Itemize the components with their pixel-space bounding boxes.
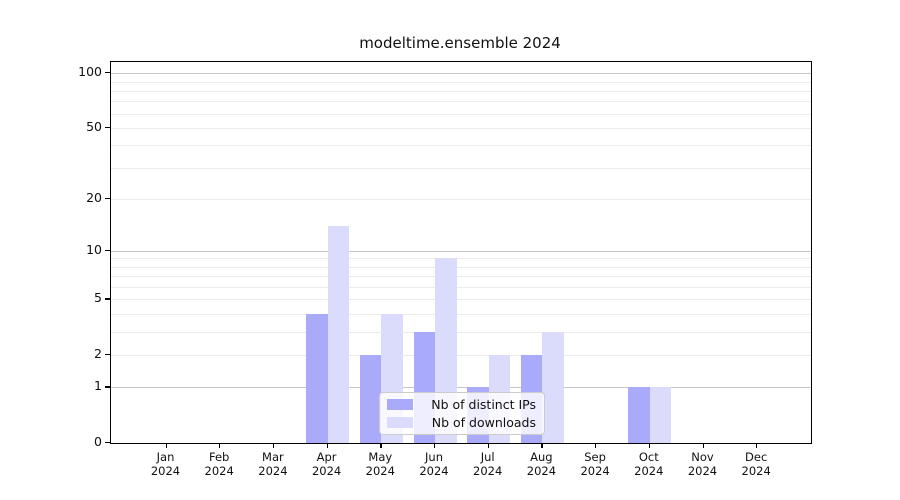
y-tick-label-100: 100 — [78, 64, 102, 80]
gridline-minor-70 — [111, 101, 811, 103]
x-tick-label-jan-2024: Jan 2024 — [150, 450, 181, 478]
legend-label-distinct-ips: Nb of distinct IPs — [431, 397, 536, 412]
x-tick-label-sep-2024: Sep 2024 — [580, 450, 610, 478]
bar-nb-of-downloads-oct-2024 — [649, 387, 672, 443]
x-tick-label-may-2024: May 2024 — [365, 450, 395, 478]
x-tick-mark-nov-2024 — [702, 443, 704, 448]
x-tick-label-aug-2024: Aug 2024 — [526, 450, 557, 478]
x-tick-mark-jan-2024 — [165, 443, 167, 448]
bar-nb-of-distinct-ips-apr-2024 — [306, 314, 328, 443]
x-tick-label-jul-2024: Jul 2024 — [473, 450, 503, 478]
x-tick-mark-dec-2024 — [756, 443, 758, 448]
x-tick-label-mar-2024: Mar 2024 — [258, 450, 288, 478]
gridline-minor-90 — [111, 81, 811, 83]
x-tick-label-apr-2024: Apr 2024 — [311, 450, 342, 478]
x-tick-mark-apr-2024 — [326, 443, 328, 448]
plot-area: Nb of distinct IPs Nb of downloads — [110, 61, 812, 444]
x-tick-mark-aug-2024 — [541, 443, 543, 448]
bar-nb-of-downloads-aug-2024 — [542, 331, 564, 443]
x-tick-mark-jun-2024 — [434, 443, 436, 448]
gridline-minor-3 — [111, 331, 811, 333]
y-tick-label-1: 1 — [94, 378, 102, 394]
y-tick-mark-100 — [105, 72, 110, 74]
x-tick-label-feb-2024: Feb 2024 — [204, 450, 234, 478]
gridline-minor-6 — [111, 287, 811, 288]
gridline-minor-40 — [111, 145, 811, 147]
y-tick-label-2: 2 — [94, 345, 102, 361]
gridline-major-10 — [111, 250, 811, 252]
gridline-minor-30 — [111, 167, 811, 169]
legend-item-distinct-ips: Nb of distinct IPs — [387, 397, 536, 412]
x-tick-label-nov-2024: Nov 2024 — [687, 450, 718, 478]
y-tick-mark-0 — [105, 442, 110, 444]
y-tick-mark-1 — [105, 386, 110, 388]
x-tick-label-oct-2024: Oct 2024 — [634, 450, 664, 478]
legend-swatch-distinct-ips — [387, 399, 413, 410]
gridline-major-1 — [111, 387, 811, 389]
legend-item-downloads: Nb of downloads — [387, 415, 536, 430]
x-tick-mark-may-2024 — [380, 443, 382, 448]
gridline-minor-60 — [111, 113, 811, 115]
gridline-minor-2 — [111, 354, 811, 356]
gridline-minor-5 — [111, 299, 811, 301]
legend-swatch-downloads — [387, 417, 413, 428]
y-tick-label-50: 50 — [86, 118, 102, 134]
gridline-minor-8 — [111, 266, 811, 268]
gridline-minor-50 — [111, 127, 811, 129]
y-tick-label-20: 20 — [86, 190, 102, 205]
x-tick-mark-oct-2024 — [648, 443, 651, 448]
chart-title: modeltime.ensemble 2024 — [359, 34, 561, 52]
legend-label-downloads: Nb of downloads — [431, 415, 536, 430]
legend: Nb of distinct IPs Nb of downloads — [379, 392, 545, 435]
gridline-minor-7 — [111, 276, 811, 278]
gridline-major-100 — [111, 73, 811, 75]
x-tick-mark-feb-2024 — [219, 443, 221, 448]
gridline-minor-4 — [111, 314, 811, 315]
bar-nb-of-distinct-ips-may-2024 — [359, 354, 382, 443]
y-tick-label-0: 0 — [94, 434, 102, 449]
y-tick-label-10: 10 — [86, 241, 102, 257]
x-tick-label-dec-2024: Dec 2024 — [741, 450, 771, 478]
x-tick-mark-mar-2024 — [272, 443, 275, 448]
x-tick-mark-jul-2024 — [487, 443, 489, 448]
bar-nb-of-downloads-apr-2024 — [327, 225, 350, 443]
gridline-minor-80 — [111, 90, 811, 92]
y-tick-mark-50 — [105, 126, 110, 129]
y-tick-mark-5 — [105, 298, 110, 300]
gridline-minor-9 — [111, 258, 811, 260]
x-tick-label-jun-2024: Jun 2024 — [419, 450, 449, 478]
y-tick-mark-20 — [105, 198, 110, 200]
y-tick-mark-10 — [105, 249, 110, 252]
x-tick-mark-sep-2024 — [595, 443, 597, 448]
gridline-minor-20 — [111, 199, 811, 200]
y-tick-label-5: 5 — [94, 290, 102, 306]
bar-nb-of-distinct-ips-oct-2024 — [628, 387, 650, 443]
y-tick-mark-2 — [105, 353, 110, 356]
